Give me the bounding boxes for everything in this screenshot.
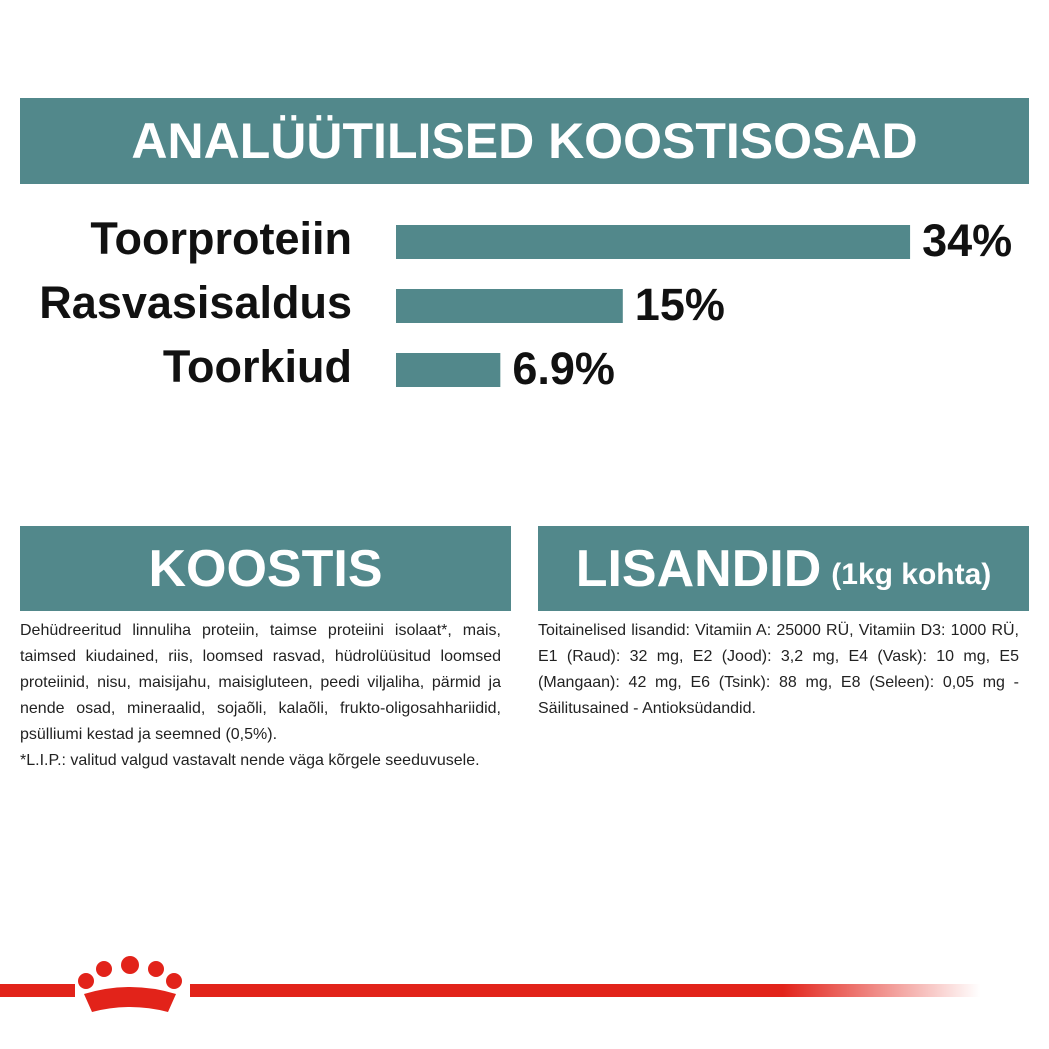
red-line xyxy=(0,984,75,997)
chart: Toorproteiin 34% Rasvasisaldus 15% Toorkiud 6… xyxy=(39,213,1012,394)
header-title: ANALÜÜTILISED KOOSTISOSAD xyxy=(20,98,1029,184)
additives-header: LISANDID (1kg kohta) xyxy=(538,526,1029,611)
additives-subtitle: (1kg kohta) xyxy=(831,557,992,591)
value-label: 6.9% xyxy=(512,343,615,394)
category-label: Toorkiud xyxy=(163,341,352,392)
additives-text: Toitainelised lisandid: Vitamiin A: 2500… xyxy=(538,622,1019,717)
additives-body: Toitainelised lisandid: Vitamiin A: 2500… xyxy=(538,618,1019,722)
bar xyxy=(396,289,623,323)
value-label: 34% xyxy=(922,215,1012,266)
category-label: Rasvasisaldus xyxy=(39,277,352,328)
bar xyxy=(396,225,911,259)
footer xyxy=(0,956,980,1012)
additives-title: LISANDID xyxy=(575,539,822,598)
bar xyxy=(396,353,501,387)
logo xyxy=(78,956,182,1012)
category-label: Toorproteiin xyxy=(90,213,352,264)
composition-body: Dehüdreeritud linnuliha proteiin, taimse… xyxy=(20,618,501,774)
composition-note: *L.I.P.: valitud valgud vastavalt nende … xyxy=(20,752,480,769)
composition-title: KOOSTIS xyxy=(20,526,511,611)
value-label: 15% xyxy=(635,279,725,330)
red-line xyxy=(190,984,980,997)
composition-text: Dehüdreeritud linnuliha proteiin, taimse… xyxy=(20,622,501,743)
